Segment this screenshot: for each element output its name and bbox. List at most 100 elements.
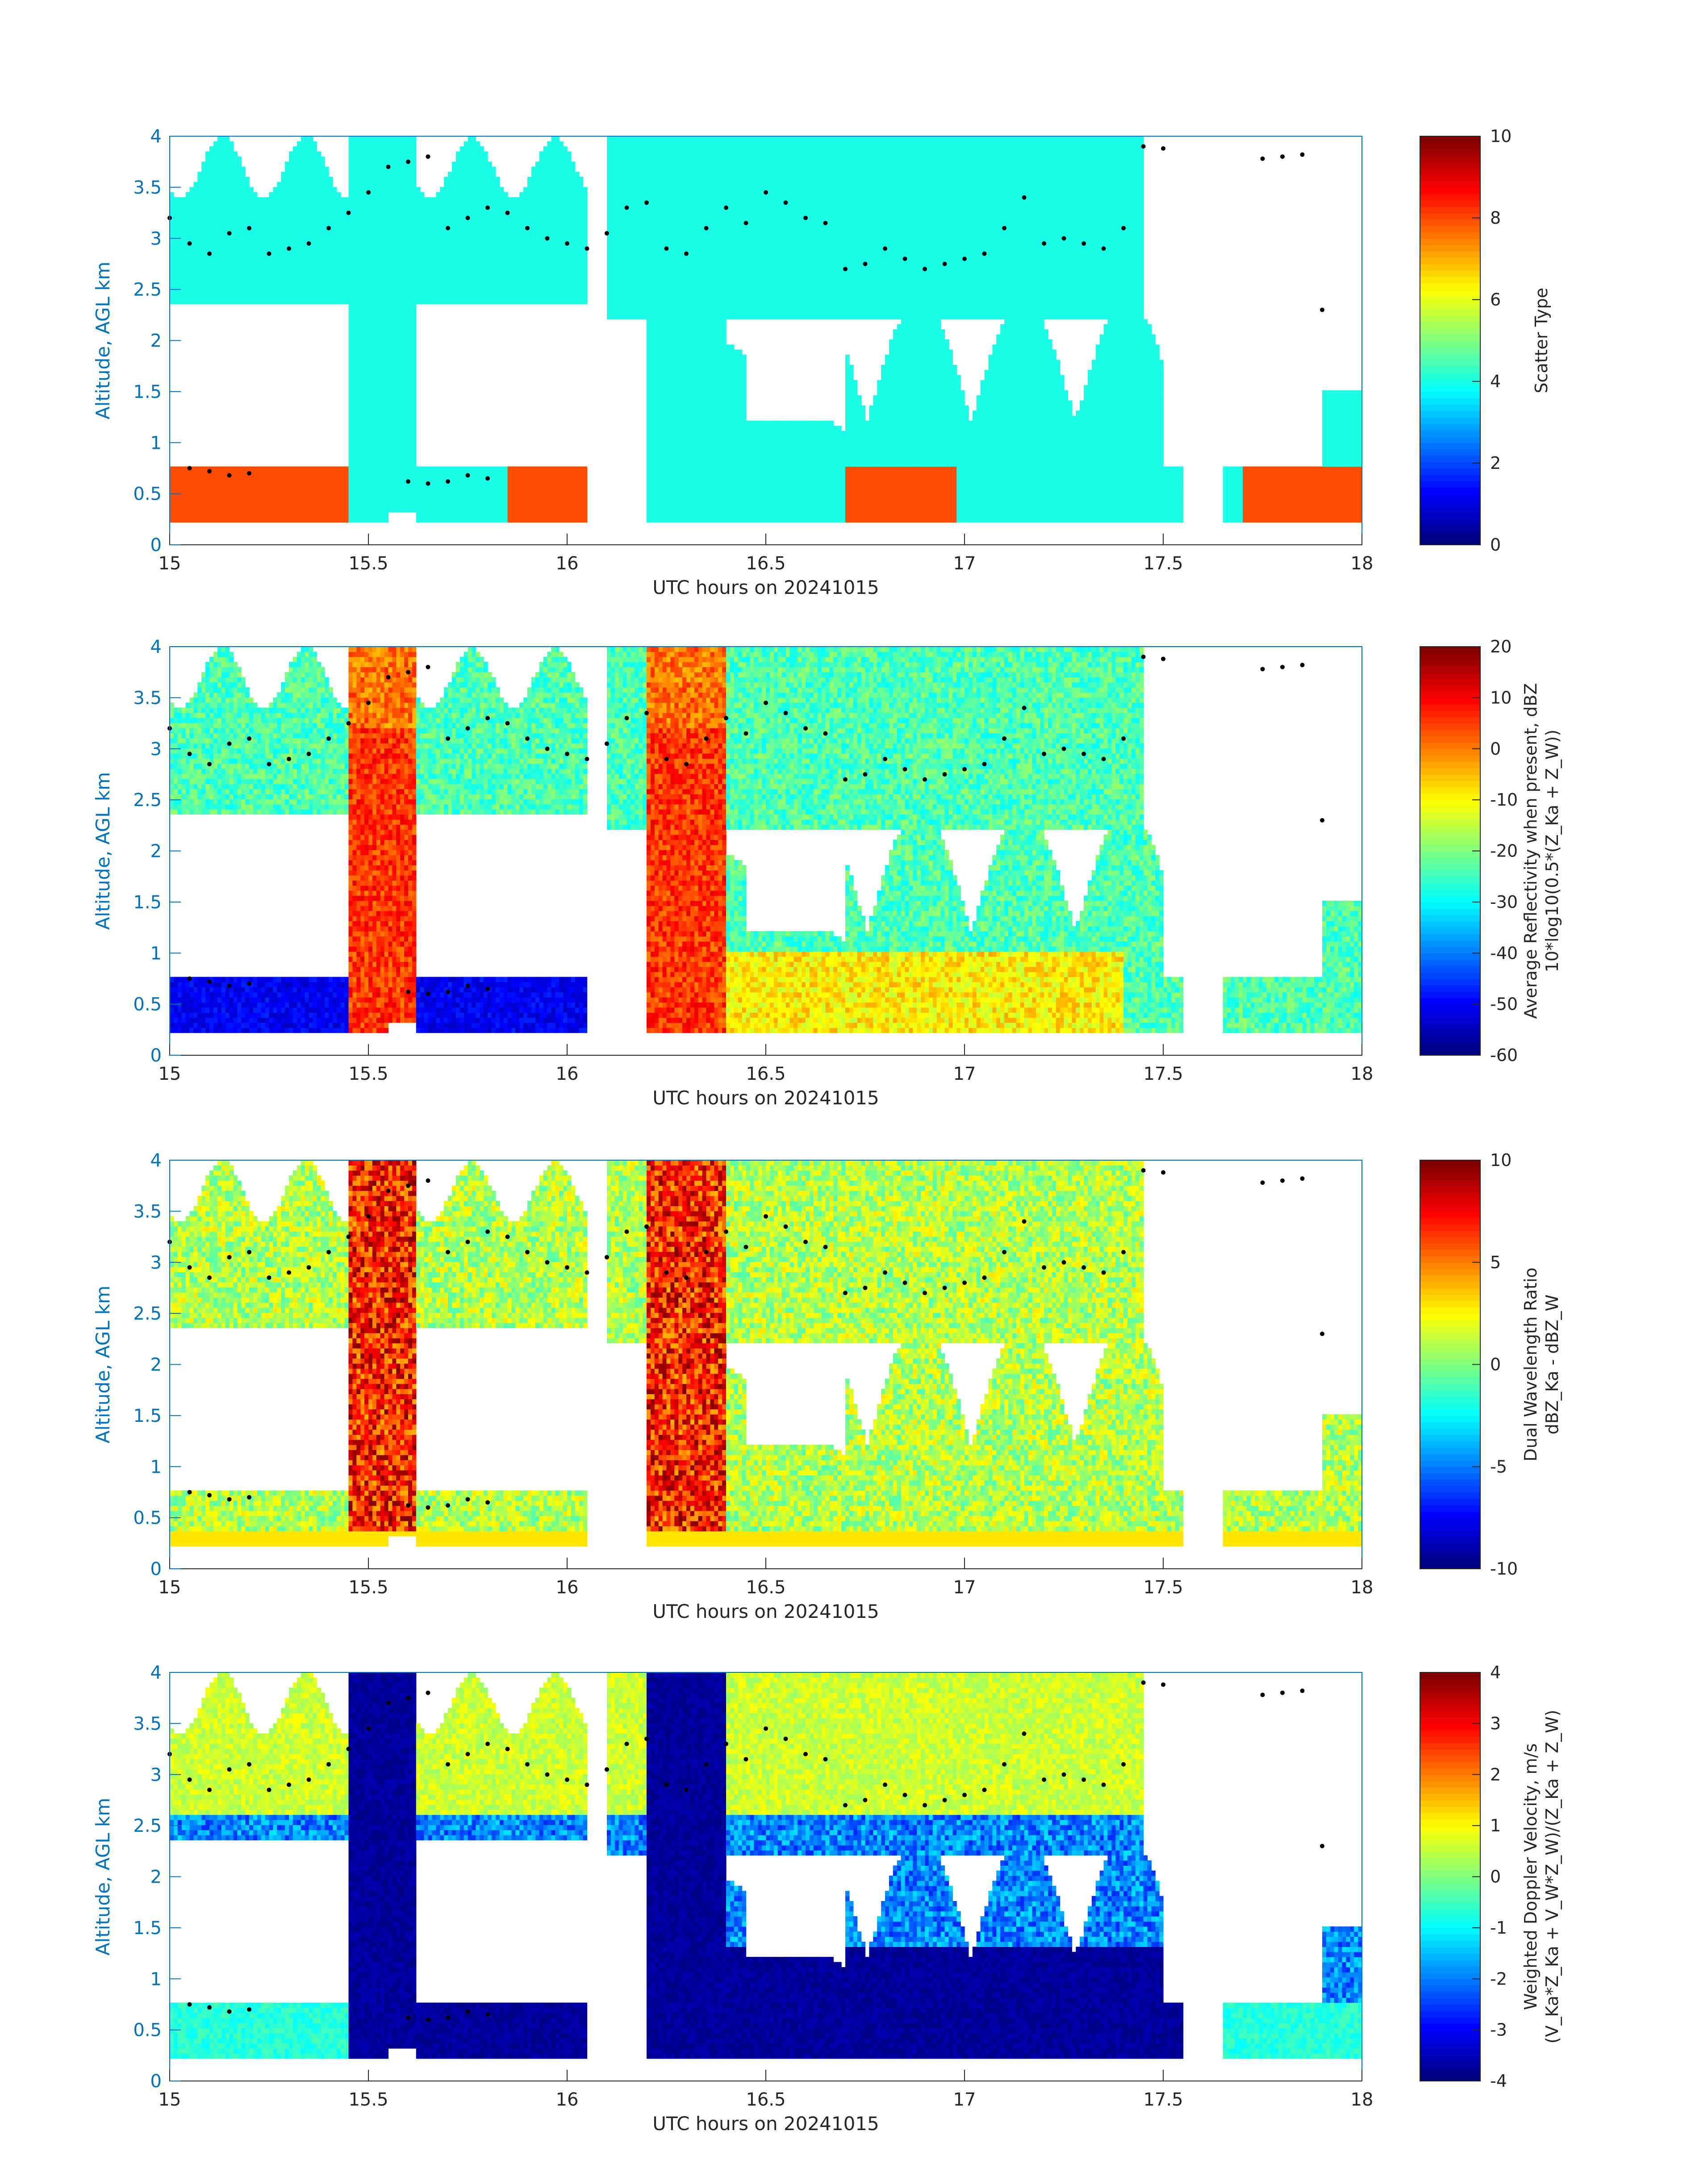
heatmap-cell <box>253 248 258 253</box>
heatmap-cell <box>265 284 270 289</box>
heatmap-cell <box>309 162 313 167</box>
heatmap-cell <box>190 263 194 268</box>
heatmap-cell <box>257 482 262 487</box>
heatmap-cell <box>197 497 202 502</box>
heatmap-cell <box>170 222 174 228</box>
heatmap-cell <box>174 263 178 268</box>
heatmap-cell <box>201 472 206 477</box>
heatmap-cell <box>193 238 198 243</box>
heatmap-cell <box>186 487 190 492</box>
heatmap-cell <box>277 233 281 238</box>
heatmap-cell <box>257 288 262 294</box>
heatmap-cell <box>317 228 321 233</box>
heatmap-cell <box>174 197 178 203</box>
heatmap-cell <box>201 507 206 513</box>
heatmap-cell <box>170 482 174 487</box>
heatmap-cell <box>305 288 309 294</box>
heatmap-cell <box>217 243 222 248</box>
heatmap-cell <box>241 238 246 243</box>
heatmap-cell <box>193 507 198 513</box>
heatmap-cell <box>190 202 194 208</box>
heatmap-cell <box>293 222 297 228</box>
heatmap-cell <box>233 273 238 279</box>
heatmap-cell <box>261 517 266 522</box>
heatmap-cell <box>190 192 194 197</box>
heatmap-cell <box>182 467 186 472</box>
heatmap-cell <box>209 517 214 522</box>
heatmap-cell <box>285 476 289 482</box>
heatmap-cell <box>186 228 190 233</box>
heatmap-cell <box>230 467 234 472</box>
heatmap-cell <box>325 299 329 304</box>
heatmap-cell <box>213 294 218 299</box>
heatmap-cell <box>186 476 190 482</box>
heatmap-cell <box>281 273 285 279</box>
heatmap-cell <box>289 263 293 268</box>
panel-scatter-type: 15 15.5 16 16.5 17 17.5 18UTC hours on 2024101… <box>92 126 1551 598</box>
heatmap-cell <box>170 507 174 513</box>
heatmap-cell <box>205 284 210 289</box>
heatmap-cell <box>321 268 325 274</box>
heatmap-cell <box>237 467 242 472</box>
heatmap-cell <box>241 207 246 213</box>
heatmap-cell <box>261 213 266 218</box>
heatmap-cell <box>325 273 329 279</box>
heatmap-cell <box>245 288 250 294</box>
heatmap-cell <box>221 172 226 177</box>
heatmap-cell <box>285 279 289 284</box>
heatmap-cell <box>309 517 313 522</box>
heatmap-cell <box>253 507 258 513</box>
heatmap-cell <box>281 253 285 259</box>
heatmap-cell <box>249 487 254 492</box>
heatmap-cell <box>321 263 325 268</box>
heatmap-cell <box>253 253 258 259</box>
heatmap-cell <box>281 288 285 294</box>
heatmap-cell <box>261 217 266 223</box>
heatmap-cell <box>226 146 230 152</box>
heatmap-cell <box>241 507 246 513</box>
heatmap-cell <box>201 487 206 492</box>
heatmap-cell <box>197 472 202 477</box>
heatmap-cell <box>305 248 309 253</box>
heatmap-cell <box>265 482 270 487</box>
heatmap-cell <box>217 162 222 167</box>
heatmap-cell <box>265 467 270 472</box>
heatmap-cell <box>230 167 234 172</box>
heatmap-cell <box>285 502 289 507</box>
heatmap-cell <box>285 288 289 294</box>
heatmap-cell <box>245 482 250 487</box>
heatmap-cell <box>305 228 309 233</box>
heatmap-cell <box>293 299 297 304</box>
heatmap-cell <box>230 299 234 304</box>
heatmap-cell <box>293 238 297 243</box>
heatmap-cell <box>226 151 230 157</box>
heatmap-cell <box>233 253 238 259</box>
heatmap-cell <box>209 294 214 299</box>
heatmap-cell <box>313 512 317 518</box>
heatmap-cell <box>213 202 218 208</box>
heatmap-cell <box>305 213 309 218</box>
heatmap-cell <box>305 268 309 274</box>
heatmap-cell <box>293 248 297 253</box>
heatmap-cell <box>197 467 202 472</box>
heatmap-cell <box>197 273 202 279</box>
heatmap-cell <box>197 182 202 187</box>
heatmap-cell <box>217 217 222 223</box>
heatmap-cell <box>226 192 230 197</box>
heatmap-cell <box>265 263 270 268</box>
heatmap-cell <box>253 284 258 289</box>
heatmap-cell <box>186 294 190 299</box>
heatmap-cell <box>313 467 317 472</box>
heatmap-cell <box>182 258 186 263</box>
heatmap-cell <box>217 182 222 187</box>
heatmap-cell <box>273 273 277 279</box>
heatmap-cell <box>190 517 194 522</box>
heatmap-cell <box>285 512 289 518</box>
heatmap-cell <box>186 217 190 223</box>
heatmap-cell <box>226 222 230 228</box>
heatmap-cell <box>257 258 262 263</box>
heatmap-cell <box>281 243 285 248</box>
heatmap-cell <box>190 268 194 274</box>
heatmap-cell <box>213 288 218 294</box>
heatmap-cell <box>281 182 285 187</box>
